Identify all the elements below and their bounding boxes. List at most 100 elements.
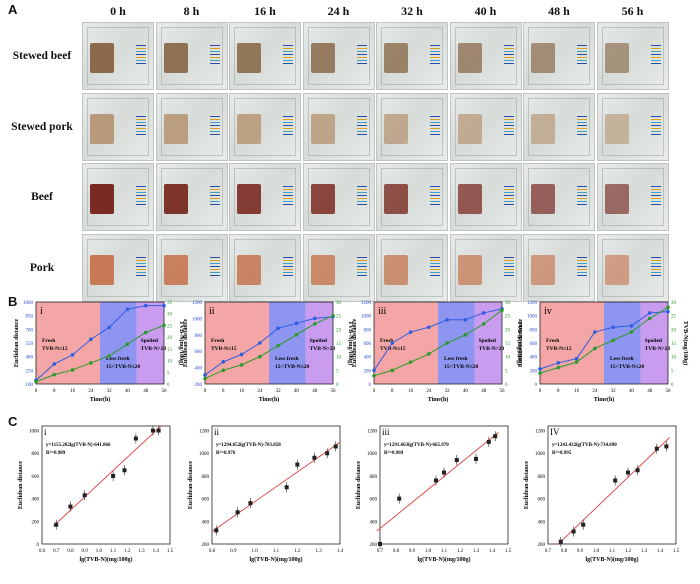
euclidean-point — [463, 317, 468, 322]
sample-photo — [523, 22, 595, 90]
indicator-strip — [283, 45, 293, 65]
y-tick-label: 200 — [370, 543, 378, 548]
plot-frame — [41, 425, 171, 545]
data-point — [111, 473, 116, 478]
y-tick-label: 400 — [195, 367, 203, 372]
indicator-strip — [209, 256, 220, 277]
plot-frame — [373, 301, 503, 385]
row-header-2: Beef — [31, 191, 53, 203]
tray-grid — [601, 97, 664, 156]
fit-line — [211, 441, 341, 532]
x-tick-label: 1.5 — [673, 549, 680, 554]
euclidean-line — [539, 311, 669, 370]
x-tick-label: 0.9 — [82, 549, 89, 554]
x-tick-label: 0.6 — [39, 549, 46, 554]
tray-grid — [381, 238, 443, 297]
data-point — [654, 446, 659, 451]
tray-grid — [528, 168, 590, 226]
data-point — [235, 510, 240, 515]
sample-photo — [82, 163, 154, 231]
tvbn-point — [666, 305, 670, 310]
time-header-5: 40 h — [474, 4, 497, 18]
zone-label: Spoiled — [479, 338, 496, 344]
y2-tick-label: 30 — [505, 301, 511, 306]
plot-frame — [204, 301, 334, 385]
zone-spoiled — [474, 302, 502, 384]
sample-photo — [155, 92, 228, 161]
euclidean-point — [647, 311, 652, 315]
zone-label: Fresh — [211, 338, 224, 344]
tray-grid — [234, 168, 296, 226]
meat-sample — [310, 254, 335, 285]
zone-label: Less fresh — [444, 356, 468, 362]
meat-sample — [604, 43, 629, 73]
tvbn-point — [463, 333, 468, 337]
y-tick-label: 800 — [370, 475, 378, 480]
data-point — [214, 528, 219, 533]
data-point — [558, 539, 563, 544]
tvbn-point — [372, 374, 376, 378]
tray-grid — [234, 27, 296, 85]
scatter-chart-iii: 0.7 0.8 0.9 1.0 1.1 1.2 1.3 1.4 1.5 200 400 600 800 1… — [356, 425, 512, 563]
x-tick-label: 24 — [257, 389, 263, 394]
x-tick-label: 56 — [666, 389, 672, 394]
euclidean-point — [611, 325, 615, 330]
indicator-strip — [577, 115, 587, 136]
y2-axis-label: TVB-N(mg/100g) — [516, 321, 523, 365]
plot-frame — [379, 425, 509, 545]
y-tick-label: 400 — [370, 520, 378, 525]
data-point — [397, 496, 402, 501]
y-tick-label: 600 — [364, 342, 372, 347]
chart-roman-label: ii — [209, 306, 215, 317]
x-tick-label: 16 — [239, 389, 245, 394]
x-tick-label: 32 — [107, 389, 113, 394]
x-tick-label: 1.4 — [337, 549, 344, 554]
y2-tick-label: 15 — [671, 342, 677, 347]
sample-photo — [82, 22, 154, 90]
y-axis-label: Euclidean distance — [356, 461, 362, 510]
zone-label: 15<TVB-N≤20 — [106, 364, 141, 370]
plot-frame — [547, 425, 677, 545]
data-point — [68, 504, 73, 509]
tvbn-point — [408, 360, 413, 364]
euclidean-point — [574, 356, 579, 361]
tvbn-point — [239, 363, 244, 367]
data-point — [493, 434, 498, 439]
y-tick-label: 1200 — [535, 430, 546, 435]
x-tick-label: 48 — [312, 389, 318, 394]
y-tick-label: 200 — [202, 543, 210, 548]
euclidean-point — [666, 309, 670, 314]
sample-photo — [376, 22, 448, 90]
meat-sample — [604, 113, 629, 144]
zone-label: TVB-N≤15 — [380, 346, 406, 352]
y2-tick-label: 5 — [671, 369, 674, 374]
euclidean-point — [276, 326, 280, 331]
euclidean-point — [239, 352, 244, 357]
data-point — [571, 529, 576, 534]
r-squared: R²=0.969 — [384, 450, 404, 456]
data-point — [635, 468, 640, 473]
time-header-4: 32 h — [401, 4, 423, 18]
x-tick-label: 24 — [592, 389, 598, 394]
x-tick-label: 0.9 — [230, 549, 237, 554]
x-tick-label: 1.3 — [138, 549, 145, 554]
y-tick-label: 800 — [202, 475, 210, 480]
zone-label: Less fresh — [106, 356, 130, 362]
indicator-strip — [136, 115, 146, 136]
indicator-strip — [283, 115, 293, 136]
tray-grid — [87, 238, 149, 297]
x-tick-label: 0.7 — [377, 549, 384, 554]
y2-tick-label: 10 — [167, 360, 173, 365]
tvbn-line — [539, 307, 669, 374]
y-tick-label: 800 — [32, 452, 40, 457]
zone-label: Fresh — [380, 338, 393, 344]
y-tick-label: 600 — [370, 498, 378, 503]
tray-grid — [307, 27, 370, 85]
euclidean-line — [204, 316, 334, 376]
tray-grid — [381, 168, 443, 226]
y-tick-label: 1000 — [199, 452, 210, 457]
scatter-chart-i: 0.6 0.7 0.8 0.9 1.0 1.1 1.2 1.3 1.4 1.5 0 200 400 600… — [18, 425, 174, 563]
tray-grid — [160, 97, 223, 156]
x-tick-label: 0 — [35, 389, 38, 394]
indicator-strip — [356, 256, 367, 277]
